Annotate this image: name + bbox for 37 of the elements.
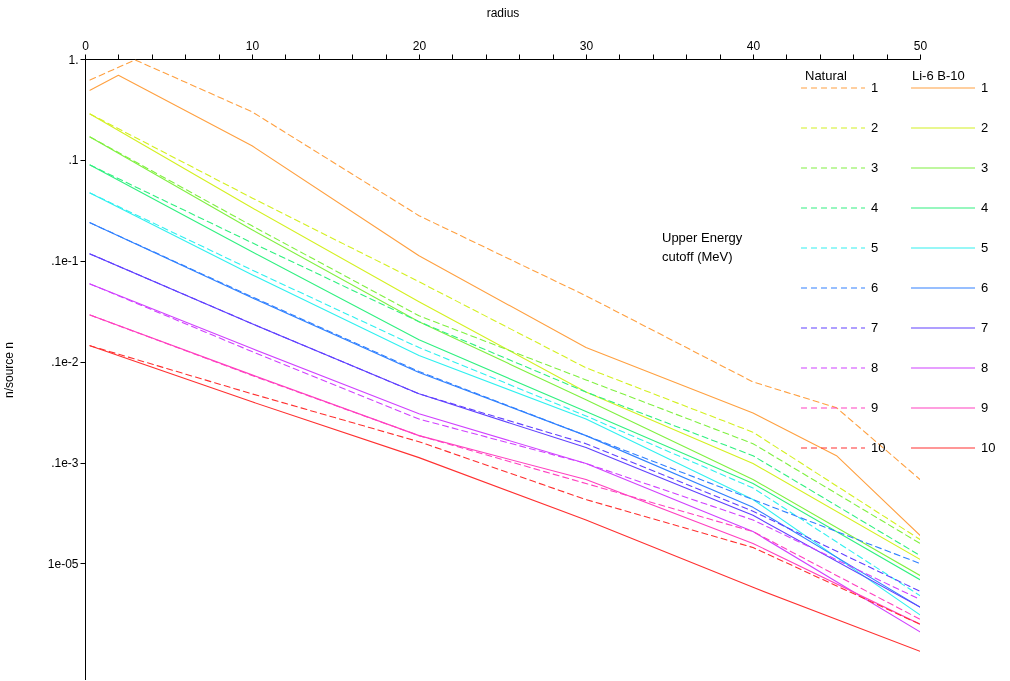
x-tick-label: 20	[412, 38, 427, 53]
y-tick-label: .1e-2	[51, 355, 79, 370]
legend-label: 2	[981, 120, 989, 135]
legend-label: 1	[981, 80, 989, 95]
y-tick-label: .1	[68, 153, 79, 168]
x-tick-label: 50	[913, 38, 928, 53]
y-tick-label: 1e-05	[47, 556, 79, 571]
legend-label: 3	[981, 160, 989, 175]
legend-label: 7	[981, 320, 989, 335]
legend-label: 6	[981, 280, 989, 295]
legend-label: 4	[981, 200, 989, 215]
y-tick-label: .1e-3	[51, 456, 79, 471]
legend-label: 10	[981, 440, 996, 455]
x-tick-label: 30	[579, 38, 594, 53]
legend-title: Upper Energy cutoff (MeV)	[662, 230, 743, 264]
legend-label: 9	[871, 400, 879, 415]
legend-label: 1	[871, 80, 879, 95]
legend-label: 9	[981, 400, 989, 415]
legend-label: 8	[981, 360, 989, 375]
annotation: Natural	[805, 68, 848, 83]
legend-label: 6	[871, 280, 879, 295]
legend-label: 8	[871, 360, 879, 375]
x-tick-label: 0	[82, 38, 90, 53]
x-tick-label: 10	[245, 38, 260, 53]
y-tick-label: 1.	[68, 52, 79, 67]
legend-label: 5	[981, 240, 989, 255]
legend-label: 2	[871, 120, 879, 135]
legend-label: 5	[871, 240, 879, 255]
x-axis-title: radius	[486, 5, 520, 20]
legend-label: 3	[871, 160, 879, 175]
legend-label: 7	[871, 320, 879, 335]
y-tick-label: .1e-1	[51, 254, 79, 269]
y-axis-title: n/source n	[1, 341, 16, 399]
x-tick-label: 40	[746, 38, 761, 53]
legend-label: 4	[871, 200, 879, 215]
annotation: Li-6 B-10	[912, 68, 965, 83]
legend-label: 10	[871, 440, 886, 455]
